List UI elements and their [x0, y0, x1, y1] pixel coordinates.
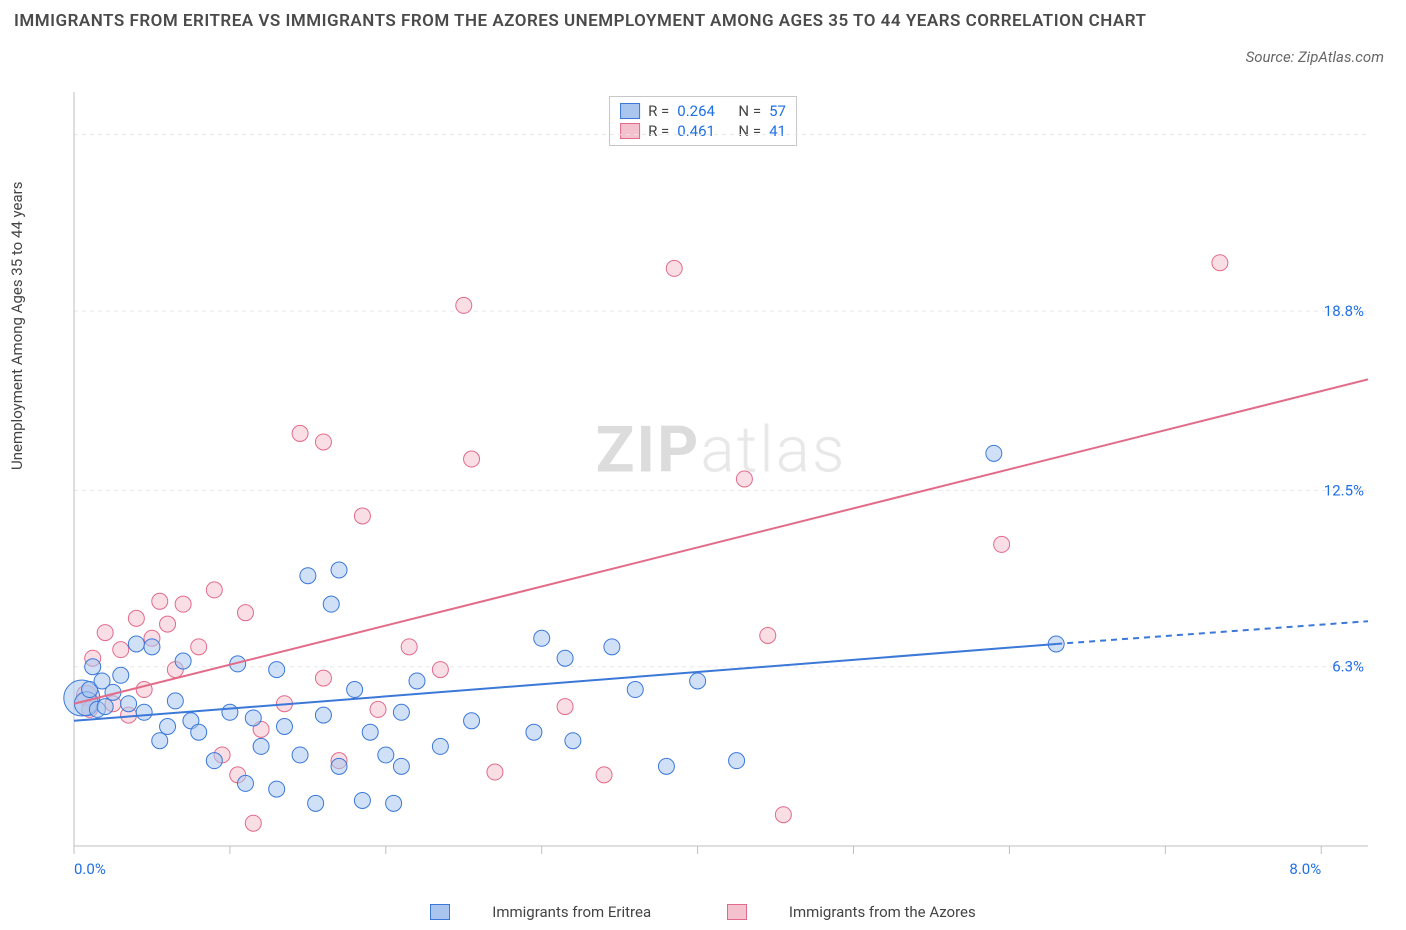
data-point: [627, 682, 643, 698]
data-point: [191, 724, 207, 740]
data-point: [378, 747, 394, 763]
data-point: [331, 758, 347, 774]
data-point: [565, 733, 581, 749]
data-point: [354, 508, 370, 524]
data-point: [370, 701, 386, 717]
data-point: [315, 434, 331, 450]
data-point: [269, 781, 285, 797]
data-point: [144, 639, 160, 655]
y-tick-label: 12.5%: [1324, 481, 1364, 499]
swatch-azores: [727, 904, 747, 920]
data-point: [121, 696, 137, 712]
data-point: [456, 297, 472, 313]
legend-item-azores: Immigrants from the Azores: [709, 903, 994, 921]
data-point: [300, 568, 316, 584]
data-point: [245, 815, 261, 831]
y-axis-label: Unemployment Among Ages 35 to 44 years: [8, 182, 26, 470]
data-point: [175, 596, 191, 612]
chart-title: IMMIGRANTS FROM ERITREA VS IMMIGRANTS FR…: [14, 8, 1246, 35]
y-tick-label: 6.3%: [1332, 658, 1364, 676]
data-point: [596, 767, 612, 783]
data-point: [128, 636, 144, 652]
data-point: [526, 724, 542, 740]
scatter-plot: 6.3%12.5%18.8%0.0%8.0% ZIPatlas: [56, 92, 1386, 888]
data-point: [487, 764, 503, 780]
data-point: [315, 670, 331, 686]
data-point: [729, 753, 745, 769]
data-point: [557, 699, 573, 715]
data-point: [222, 704, 238, 720]
data-point: [160, 616, 176, 632]
data-point: [464, 451, 480, 467]
data-point: [760, 627, 776, 643]
data-point: [167, 693, 183, 709]
data-point: [292, 747, 308, 763]
data-point: [97, 625, 113, 641]
data-point: [237, 775, 253, 791]
source-attribution: Source: ZipAtlas.com: [1246, 48, 1384, 66]
data-point: [393, 758, 409, 774]
data-point: [276, 718, 292, 734]
series-legend: Immigrants from Eritrea Immigrants from …: [0, 903, 1406, 924]
data-point: [331, 562, 347, 578]
regression-line-extrapolated: [1056, 621, 1368, 644]
data-point: [315, 707, 331, 723]
data-point: [557, 650, 573, 666]
data-point: [432, 738, 448, 754]
data-point: [658, 758, 674, 774]
data-point: [206, 753, 222, 769]
data-point: [97, 699, 113, 715]
data-point: [206, 582, 222, 598]
legend-label: Immigrants from Eritrea: [492, 903, 651, 921]
data-point: [113, 667, 129, 683]
legend-label: Immigrants from the Azores: [789, 903, 976, 921]
data-point: [136, 704, 152, 720]
data-point: [85, 659, 101, 675]
data-point: [986, 445, 1002, 461]
data-point: [432, 662, 448, 678]
data-point: [666, 260, 682, 276]
data-point: [175, 653, 191, 669]
swatch-eritrea: [430, 904, 450, 920]
data-point: [191, 639, 207, 655]
data-point: [775, 807, 791, 823]
plot-svg: 6.3% 12.5% 18.8% 0.0% 8.0%: [56, 92, 1386, 888]
data-point: [1212, 255, 1228, 271]
legend-item-eritrea: Immigrants from Eritrea: [412, 903, 669, 921]
data-point: [393, 704, 409, 720]
data-point: [534, 630, 550, 646]
data-point: [690, 673, 706, 689]
data-point: [253, 738, 269, 754]
x-tick-label: 8.0%: [1289, 860, 1321, 878]
data-point: [323, 596, 339, 612]
data-point: [994, 536, 1010, 552]
data-point: [386, 795, 402, 811]
data-point: [464, 713, 480, 729]
regression-line: [74, 379, 1368, 703]
data-point: [152, 733, 168, 749]
data-point: [152, 593, 168, 609]
data-point: [160, 718, 176, 734]
data-point: [362, 724, 378, 740]
data-point: [128, 610, 144, 626]
data-point: [354, 792, 370, 808]
data-point: [604, 639, 620, 655]
data-point: [409, 673, 425, 689]
data-point: [347, 682, 363, 698]
data-point: [401, 639, 417, 655]
x-tick-label: 0.0%: [74, 860, 106, 878]
data-point: [245, 710, 261, 726]
data-point: [237, 605, 253, 621]
data-point: [736, 471, 752, 487]
data-point: [308, 795, 324, 811]
data-point: [113, 642, 129, 658]
data-point: [269, 662, 285, 678]
data-point: [292, 425, 308, 441]
y-tick-label: 18.8%: [1324, 302, 1364, 320]
